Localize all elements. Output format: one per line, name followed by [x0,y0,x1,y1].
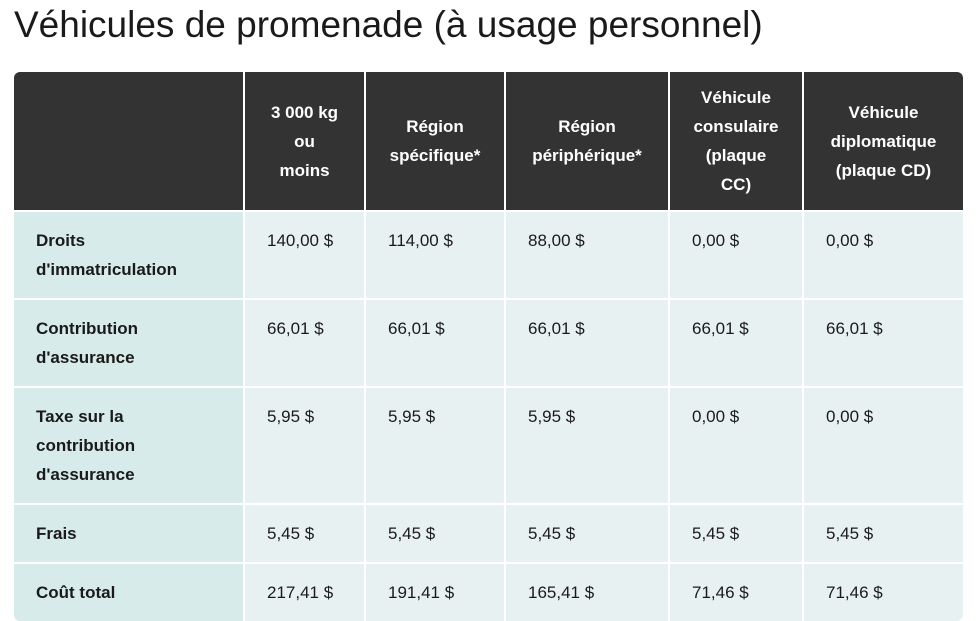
row-header-line: d'assurance [36,348,135,367]
table-cell: 71,46 $ [804,564,963,621]
page-title: Véhicules de promenade (à usage personne… [14,4,763,45]
header-line: (plaque CD) [835,160,932,180]
table-row-registration-fees: Droits d'immatriculation 140,00 $ 114,00… [14,212,963,300]
row-header: Coût total [14,564,245,621]
header-line: CC) [720,175,752,194]
table-cell: 5,45 $ [366,505,506,564]
table-cell: 5,45 $ [506,505,670,564]
table-cell: 5,45 $ [670,505,804,564]
row-header: Frais [14,505,245,564]
header-line: spécifique* [389,146,481,165]
column-header-specific-region: Région spécifique* [366,72,506,212]
header-line: diplomatique [830,131,937,151]
table-cell: 114,00 $ [366,212,506,300]
table-cell: 5,95 $ [245,388,366,505]
header-line: Véhicule [701,88,771,107]
table-cell: 5,95 $ [366,388,506,505]
table-cell: 66,01 $ [670,300,804,388]
table-row-fees: Frais 5,45 $ 5,45 $ 5,45 $ 5,45 $ 5,45 $ [14,505,963,564]
table-cell: 88,00 $ [506,212,670,300]
column-header-diplomatic: Véhicule diplomatique (plaque CD) [804,72,963,212]
table-cell: 66,01 $ [506,300,670,388]
row-header: Contribution d'assurance [14,300,245,388]
column-header-consular: Véhicule consulaire (plaque CC) [670,72,804,212]
header-corner [14,72,245,212]
table-cell: 217,41 $ [245,564,366,621]
fee-table-container: 3 000 kg ou moins Région spécifique* Rég… [14,72,963,621]
table-row-insurance-contribution: Contribution d'assurance 66,01 $ 66,01 $… [14,300,963,388]
row-header-line: d'assurance [36,465,135,484]
table-cell: 191,41 $ [366,564,506,621]
row-header: Taxe sur la contribution d'assurance [14,388,245,505]
header-line: Véhicule [848,102,919,122]
table-cell: 165,41 $ [506,564,670,621]
table-cell: 0,00 $ [804,212,963,300]
row-header-line: Taxe sur la [36,407,124,426]
table-cell: 0,00 $ [670,388,804,505]
table-cell: 5,45 $ [804,505,963,564]
header-line: périphérique* [532,146,642,165]
header-line: Région [406,117,464,136]
table-cell: 0,00 $ [804,388,963,505]
table-cell: 5,45 $ [245,505,366,564]
header-line: 3 000 kg [270,102,339,122]
header-line: consulaire [693,117,779,136]
header-line: Région [558,117,616,136]
column-header-weight: 3 000 kg ou moins [245,72,366,212]
table-cell: 140,00 $ [245,212,366,300]
row-header: Droits d'immatriculation [14,212,245,300]
table-cell: 66,01 $ [245,300,366,388]
table-cell: 71,46 $ [670,564,804,621]
header-line: moins [279,160,330,180]
row-header-line: d'immatriculation [36,260,178,279]
column-header-peripheral-region: Région périphérique* [506,72,670,212]
row-header-line: Coût total [36,583,116,602]
table-cell: 66,01 $ [366,300,506,388]
row-header-line: Droits [36,231,86,250]
header-row: 3 000 kg ou moins Région spécifique* Rég… [14,72,963,212]
row-header-line: Contribution [36,319,138,338]
row-header-line: Frais [36,524,77,543]
fee-table: 3 000 kg ou moins Région spécifique* Rég… [14,72,963,621]
table-row-contribution-tax: Taxe sur la contribution d'assurance 5,9… [14,388,963,505]
table-cell: 0,00 $ [670,212,804,300]
row-header-line: contribution [36,436,136,455]
table-cell: 5,95 $ [506,388,670,505]
table-cell: 66,01 $ [804,300,963,388]
header-line: (plaque [705,146,767,165]
table-row-total-cost: Coût total 217,41 $ 191,41 $ 165,41 $ 71… [14,564,963,621]
header-line: ou [294,131,315,151]
